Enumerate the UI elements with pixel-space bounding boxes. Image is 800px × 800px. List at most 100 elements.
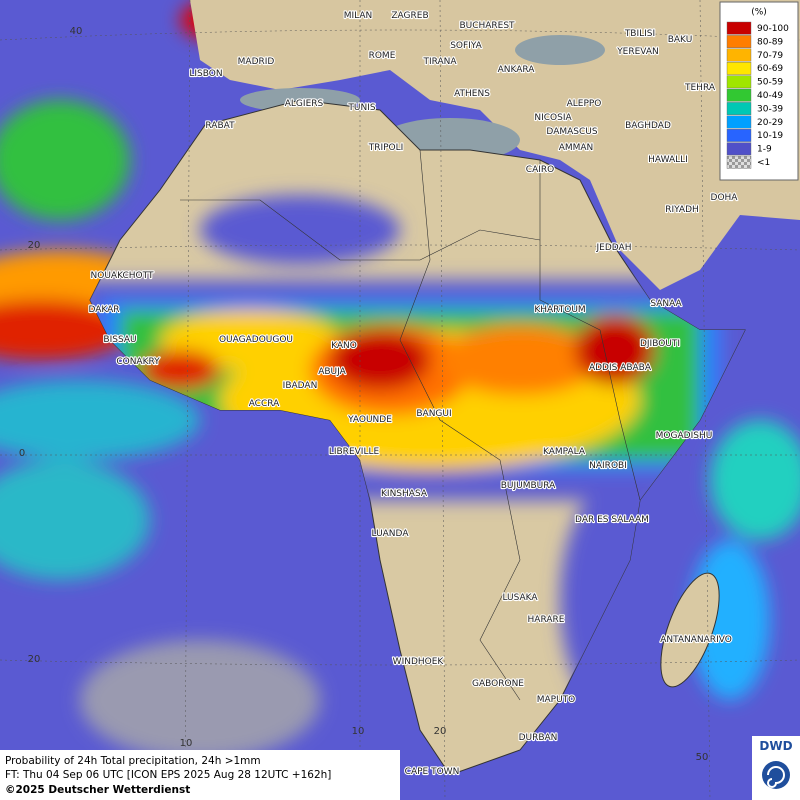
city-label: NAIROBI — [589, 461, 627, 471]
city-label: YEREVAN — [616, 47, 659, 57]
legend-label: 50-59 — [757, 78, 783, 88]
grid-label: 0 — [19, 448, 25, 459]
city-label: BAKU — [668, 35, 693, 45]
legend-swatch — [726, 115, 752, 129]
city-label: BUJUMBURA — [501, 481, 556, 491]
city-label: ANTANANARIVO — [660, 635, 732, 645]
city-label: TBILISI — [624, 29, 655, 39]
legend-swatch — [726, 128, 752, 142]
city-label: WINDHOEK — [393, 657, 445, 667]
city-label: KINSHASA — [381, 489, 428, 499]
grid-label: 20 — [28, 240, 41, 251]
legend-swatch — [726, 35, 752, 49]
city-label: SOFIYA — [450, 41, 482, 51]
city-label: MILAN — [344, 11, 373, 21]
legend-label: 30-39 — [757, 104, 783, 114]
city-label: ROME — [369, 51, 396, 61]
city-label: CAPE TOWN — [405, 767, 460, 777]
city-label: BANGUI — [416, 409, 451, 419]
madagascar — [660, 572, 720, 688]
city-label: MOGADISHU — [656, 431, 713, 441]
legend-swatch — [726, 142, 752, 156]
city-label: DURBAN — [519, 733, 558, 743]
legend-swatch — [726, 155, 752, 169]
legend-swatch — [726, 48, 752, 62]
city-label: ALGIERS — [285, 99, 324, 109]
city-label: LISBON — [189, 69, 222, 79]
city-label: IBADAN — [283, 381, 318, 391]
city-label: LIBREVILLE — [329, 447, 380, 457]
grid-label: 10 — [180, 738, 193, 749]
city-label: SANAA — [650, 299, 682, 309]
grid-label: 50 — [696, 752, 709, 763]
city-label: NOUAKCHOTT — [91, 271, 154, 281]
city-label: MAPUTO — [537, 695, 576, 705]
caption-line: ©2025 Deutscher Wetterdienst — [5, 784, 190, 796]
city-label: DOHA — [711, 193, 739, 203]
logo-swirl — [767, 766, 785, 788]
city-label: RIYADH — [665, 205, 699, 215]
legend-swatch — [726, 102, 752, 116]
city-label: JEDDAH — [596, 243, 632, 253]
legend-label: 20-29 — [757, 118, 783, 128]
city-label: ATHENS — [454, 89, 490, 99]
logo-text: DWD — [759, 739, 792, 753]
city-label: ALEPPO — [567, 99, 602, 109]
city-label: KAMPALA — [543, 447, 586, 457]
legend-swatch — [726, 62, 752, 75]
legend-label: 10-19 — [757, 131, 783, 141]
city-label: ABUJA — [318, 367, 346, 377]
city-label: GABORONE — [472, 679, 524, 689]
caption-line: FT: Thu 04 Sep 06 UTC [ICON EPS 2025 Aug… — [5, 769, 331, 781]
city-label: DJIBOUTI — [640, 339, 680, 349]
grid-label: 40 — [70, 26, 83, 37]
legend-label: 40-49 — [757, 91, 783, 101]
city-label: ACCRA — [249, 399, 280, 409]
city-label: TIRANA — [422, 57, 457, 67]
city-label: RABAT — [205, 121, 235, 131]
legend-label: 70-79 — [757, 51, 783, 61]
borders — [180, 149, 641, 701]
caption-line: Probability of 24h Total precipitation, … — [5, 755, 261, 767]
legend-label: 1-9 — [757, 145, 772, 155]
city-label: TEHRA — [684, 83, 716, 93]
city-label: LUSAKA — [502, 593, 538, 603]
city-label: CAIRO — [526, 165, 554, 175]
legend-label: 80-89 — [757, 37, 783, 47]
city-label: TRIPOLI — [368, 143, 404, 153]
legend-label: 90-100 — [757, 24, 789, 34]
legend-label: 60-69 — [757, 64, 783, 74]
city-label: OUAGADOUGOU — [219, 335, 293, 345]
city-label: ADDIS ABABA — [589, 363, 652, 373]
city-label: DAMASCUS — [546, 127, 597, 137]
caption-box — [0, 750, 400, 800]
city-label: HAWALLI — [648, 155, 688, 165]
city-label: BUCHAREST — [459, 21, 515, 31]
land-north — [190, 0, 800, 290]
city-label: BISSAU — [103, 335, 136, 345]
city-label: NICOSIA — [534, 113, 572, 123]
city-label: KANO — [331, 341, 357, 351]
legend-label: <1 — [757, 158, 770, 168]
city-label: TUNIS — [347, 103, 375, 113]
city-label: BAGHDAD — [625, 121, 671, 131]
city-label: ANKARA — [498, 65, 536, 75]
city-label: YAOUNDE — [347, 415, 392, 425]
grid-label: 20 — [28, 654, 41, 665]
city-label: DAKAR — [88, 305, 119, 315]
city-label: MADRID — [238, 57, 275, 67]
city-label: LUANDA — [372, 529, 410, 539]
city-label: AMMAN — [559, 143, 594, 153]
city-label: CONAKRY — [116, 357, 160, 367]
city-label: ZAGREB — [391, 11, 428, 21]
sea — [515, 35, 605, 65]
legend-title: (%) — [751, 8, 767, 18]
city-label: DAR ES SALAAM — [575, 515, 649, 525]
city-label: HARARE — [528, 615, 565, 625]
legend-swatch — [726, 21, 752, 35]
grid-label: 20 — [434, 726, 447, 737]
grid-label: 10 — [352, 726, 365, 737]
legend-swatch — [726, 75, 752, 89]
